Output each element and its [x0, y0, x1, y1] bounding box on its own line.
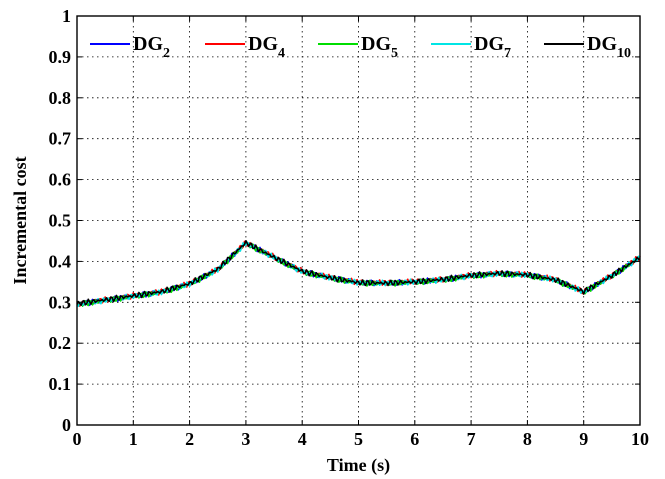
x-tick-label: 10 — [631, 429, 649, 449]
series-line-dg10 — [76, 239, 641, 306]
x-tick-label: 7 — [467, 429, 476, 449]
legend-item-dg5: DG5 — [318, 33, 398, 61]
legend-item-dg4: DG4 — [205, 33, 285, 61]
legend-label: DG4 — [248, 33, 285, 61]
y-tick-label: 0 — [62, 415, 71, 435]
legend-label: DG5 — [361, 33, 398, 61]
legend-label: DG7 — [474, 33, 511, 61]
x-tick-label: 2 — [185, 429, 194, 449]
y-tick-label: 0.9 — [49, 47, 72, 67]
x-tick-label: 5 — [354, 429, 363, 449]
x-tick-label: 4 — [298, 429, 307, 449]
x-axis-title: Time (s) — [327, 455, 390, 476]
y-tick-label: 0.3 — [49, 292, 72, 312]
legend-label: DG2 — [133, 33, 170, 61]
y-tick-label: 0.4 — [49, 251, 72, 271]
x-tick-label: 8 — [523, 429, 532, 449]
y-tick-label: 0.1 — [49, 374, 72, 394]
x-tick-label: 9 — [579, 429, 588, 449]
axis-ticks: 0 1 2 3 4 5 6 7 8 9 10 0 0.1 0.2 0.3 0.4 0.5 0.6 0.7 0.8 0.9… — [49, 6, 650, 449]
x-tick-label: 6 — [410, 429, 419, 449]
y-tick-label: 0.2 — [49, 333, 72, 353]
legend: DG2 DG4 DG5 DG7 DG10 — [90, 33, 631, 61]
y-tick-label: 0.5 — [49, 211, 72, 231]
x-tick-label: 3 — [241, 429, 250, 449]
y-axis-title: Incremental cost — [10, 156, 30, 284]
legend-item-dg2: DG2 — [90, 33, 170, 61]
y-tick-label: 0.8 — [49, 88, 72, 108]
x-tick-label: 0 — [73, 429, 82, 449]
x-tick-label: 1 — [129, 429, 138, 449]
legend-item-dg10: DG10 — [544, 33, 631, 61]
series-layer — [76, 239, 641, 307]
y-tick-label: 0.6 — [49, 170, 72, 190]
y-tick-label: 1 — [62, 6, 71, 26]
y-tick-label: 0.7 — [49, 129, 72, 149]
grid — [77, 16, 640, 425]
legend-item-dg7: DG7 — [431, 33, 511, 61]
legend-label: DG10 — [587, 33, 631, 61]
